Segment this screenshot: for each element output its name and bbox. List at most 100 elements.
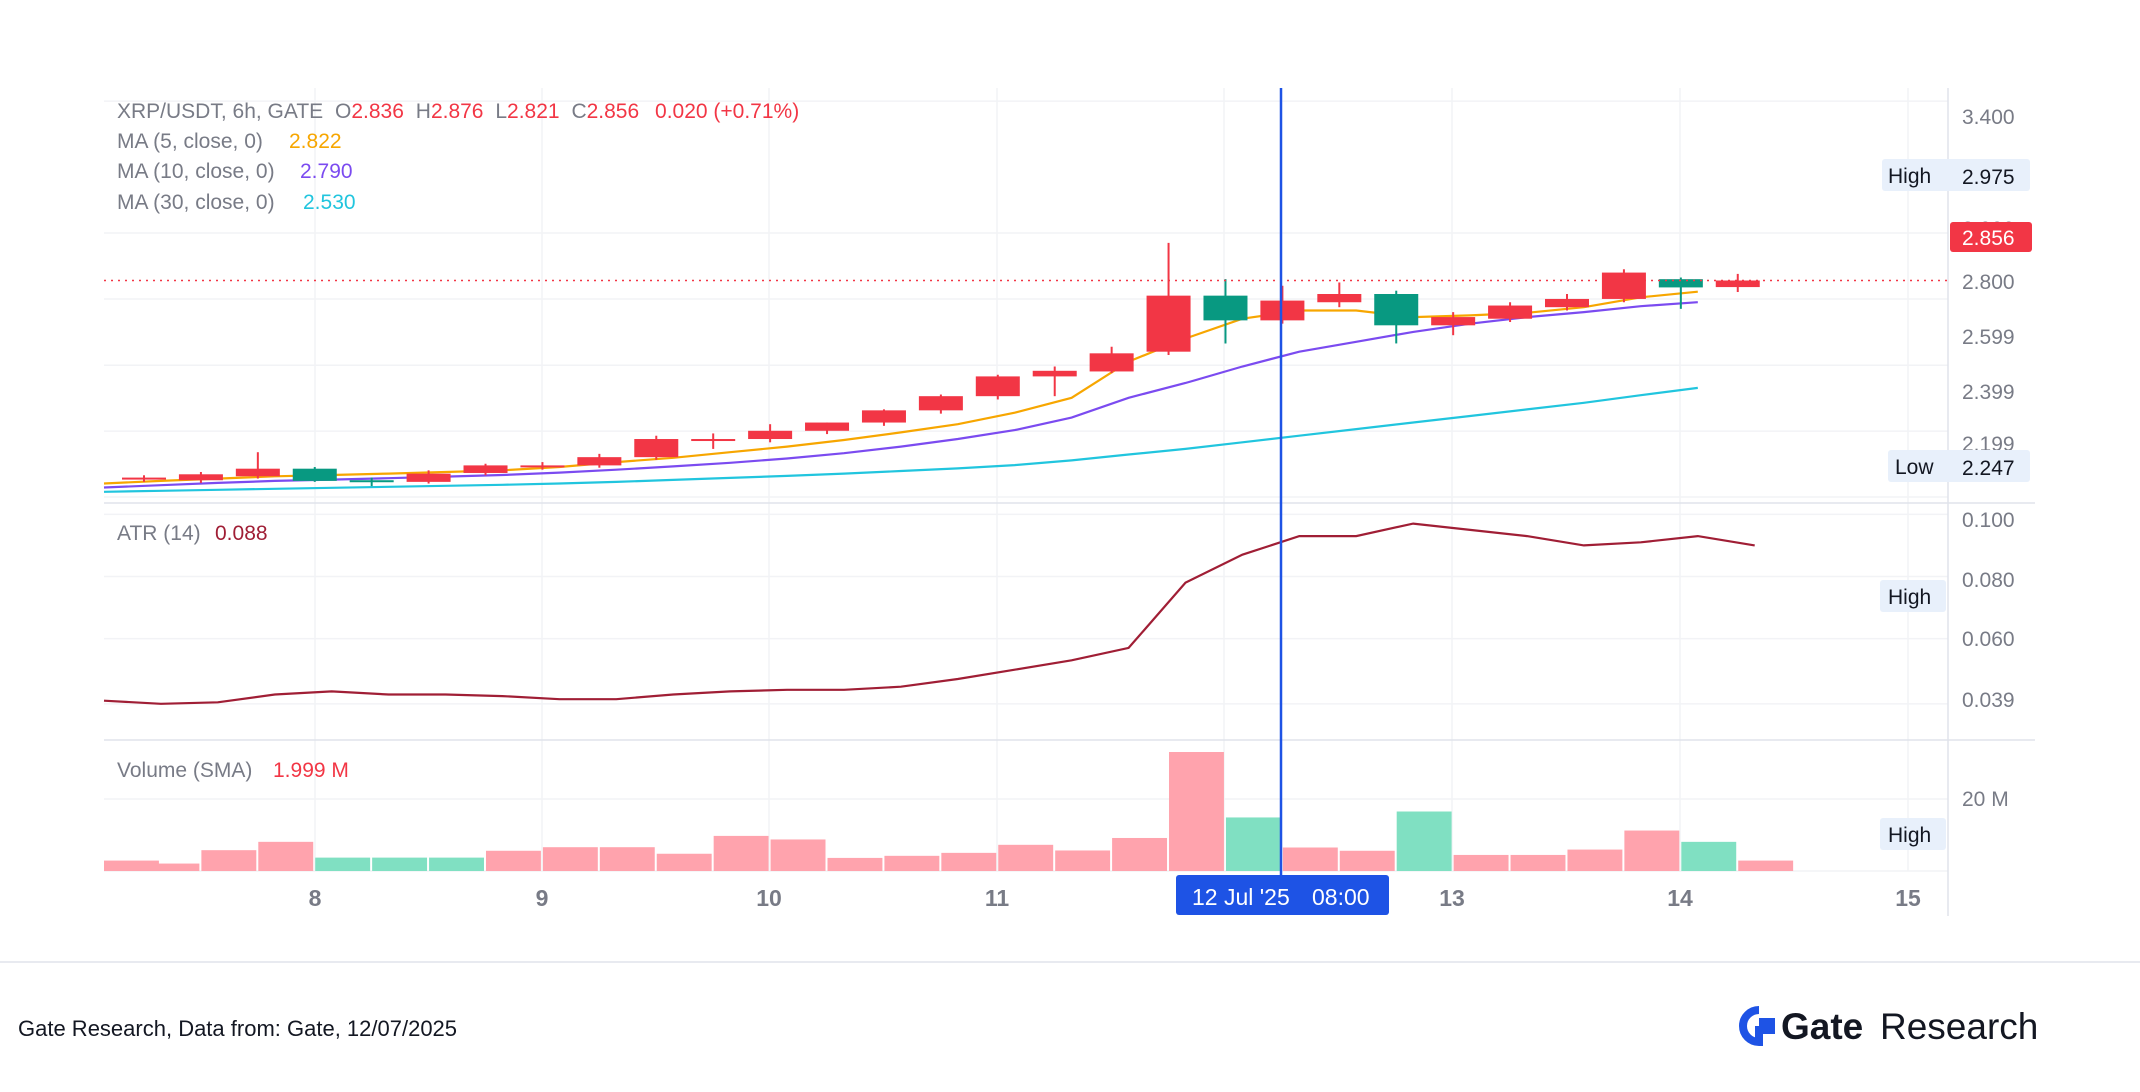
legend-volume-value: 1.999 M <box>273 759 349 782</box>
candle <box>1715 273 1760 293</box>
atr-high-tag <box>1880 580 1946 612</box>
volume-high-tag-label: High <box>1888 824 1931 847</box>
volume-bar <box>1453 854 1509 871</box>
candle <box>1374 290 1419 344</box>
volume-bar <box>144 863 200 871</box>
candle-body <box>1032 370 1077 377</box>
time-tick-label: 15 <box>1895 885 1921 911</box>
low-tag-value: 2.247 <box>1962 457 2015 480</box>
candle <box>1032 366 1077 397</box>
candle <box>1089 346 1134 374</box>
candle-body <box>520 465 565 468</box>
high-tag-value: 2.975 <box>1962 166 2015 189</box>
legend-ma30-value: 2.530 <box>303 191 356 214</box>
volume-bar <box>201 850 257 871</box>
candle <box>122 475 166 482</box>
price-axis: 3.400 3.000 2.800 2.599 2.399 2.199 <box>1962 106 2015 456</box>
legend-ma10-label: MA (10, close, 0) <box>117 160 275 183</box>
time-tick-label: 13 <box>1439 885 1465 911</box>
atr-tick-label: 0.039 <box>1962 689 2015 712</box>
candle-body <box>292 468 337 481</box>
candle <box>1431 312 1476 336</box>
volume-series <box>104 752 1794 871</box>
candle <box>577 453 622 468</box>
time-tick-label: 14 <box>1667 885 1693 911</box>
candle-body <box>1545 298 1589 308</box>
volume-legend: Volume (SMA) 1.999 M <box>117 759 349 782</box>
time-tick-label: 9 <box>536 885 549 911</box>
volume-bar <box>998 844 1054 871</box>
legend-low-label: L <box>495 100 507 123</box>
brand-research: Research <box>1880 1006 2038 1047</box>
legend-open-label: O <box>335 100 351 123</box>
legend-close-value: 2.856 <box>587 100 640 123</box>
volume-bar <box>542 847 598 871</box>
volume-bar <box>485 850 541 871</box>
candle-body <box>349 480 394 483</box>
candle <box>975 374 1020 400</box>
legend-change: 0.020 (+0.71%) <box>655 100 799 123</box>
volume-bar <box>1681 841 1737 871</box>
volume-bar <box>104 860 159 871</box>
time-tick-label: 8 <box>309 885 322 911</box>
legend-volume-label: Volume (SMA) <box>117 759 252 782</box>
price-tick-label: 2.599 <box>1962 326 2015 349</box>
candle-body <box>1601 272 1646 299</box>
volume-bar <box>1169 752 1224 871</box>
candle-body <box>577 457 622 466</box>
volume-bar <box>1282 847 1338 871</box>
candle <box>1601 269 1646 303</box>
legend-high-label: H <box>416 100 431 123</box>
volume-bar <box>1225 817 1281 871</box>
legend-open-value: 2.836 <box>351 100 404 123</box>
candle-body <box>691 439 736 442</box>
candle <box>918 394 963 414</box>
candle <box>748 424 793 443</box>
volume-bar <box>1510 854 1566 871</box>
svg-text:XRP/USDT, 6h, GATE O2.83: XRP/USDT, 6h, GATE O2.836 H2.876 L2.821 … <box>117 100 799 123</box>
candle-body <box>406 473 451 482</box>
volume-bar <box>1738 860 1794 871</box>
atr-tick-label: 0.060 <box>1962 628 2015 651</box>
grid-lines <box>104 88 1948 872</box>
ma10-line <box>103 301 1698 489</box>
candle <box>520 462 565 470</box>
candle-body <box>975 376 1020 397</box>
volume-bar <box>884 855 940 871</box>
legend-ma5-label: MA (5, close, 0) <box>117 130 263 153</box>
legend-atr-value: 0.088 <box>215 522 268 545</box>
candle-body <box>748 430 793 440</box>
volume-bar <box>599 847 655 871</box>
candle <box>805 422 850 435</box>
candle-body <box>861 410 906 423</box>
candle <box>1488 302 1533 323</box>
volume-axis: 20 M High <box>1880 788 2009 850</box>
volume-bar <box>713 835 769 871</box>
legend-ma10-value: 2.790 <box>300 160 353 183</box>
volume-bar <box>1339 850 1395 871</box>
volume-tick-label: 20 M <box>1962 788 2009 811</box>
volume-bar <box>429 857 484 871</box>
brand-gate: Gate <box>1781 1006 1863 1047</box>
candle <box>178 471 223 483</box>
candle <box>861 409 906 426</box>
candle <box>235 452 280 479</box>
price-tick-label: 3.400 <box>1962 106 2015 129</box>
candle-body <box>918 396 963 411</box>
ma5-line <box>103 290 1698 485</box>
candle <box>1260 285 1305 324</box>
candle-body <box>1715 280 1760 288</box>
atr-tick-label: 0.100 <box>1962 509 2015 532</box>
volume-bar <box>656 853 712 871</box>
candle <box>1146 242 1191 355</box>
ma30-line <box>103 386 1698 493</box>
candle-body <box>634 439 679 458</box>
legend-atr-label: ATR (14) <box>117 522 201 545</box>
atr-tick-label: 0.080 <box>1962 569 2015 592</box>
candle <box>463 463 508 476</box>
volume-bar <box>1112 837 1168 871</box>
legend-symbol: XRP/USDT, 6h, GATE <box>117 100 323 123</box>
candle-body <box>1260 300 1305 321</box>
price-tick-label: 2.800 <box>1962 271 2015 294</box>
